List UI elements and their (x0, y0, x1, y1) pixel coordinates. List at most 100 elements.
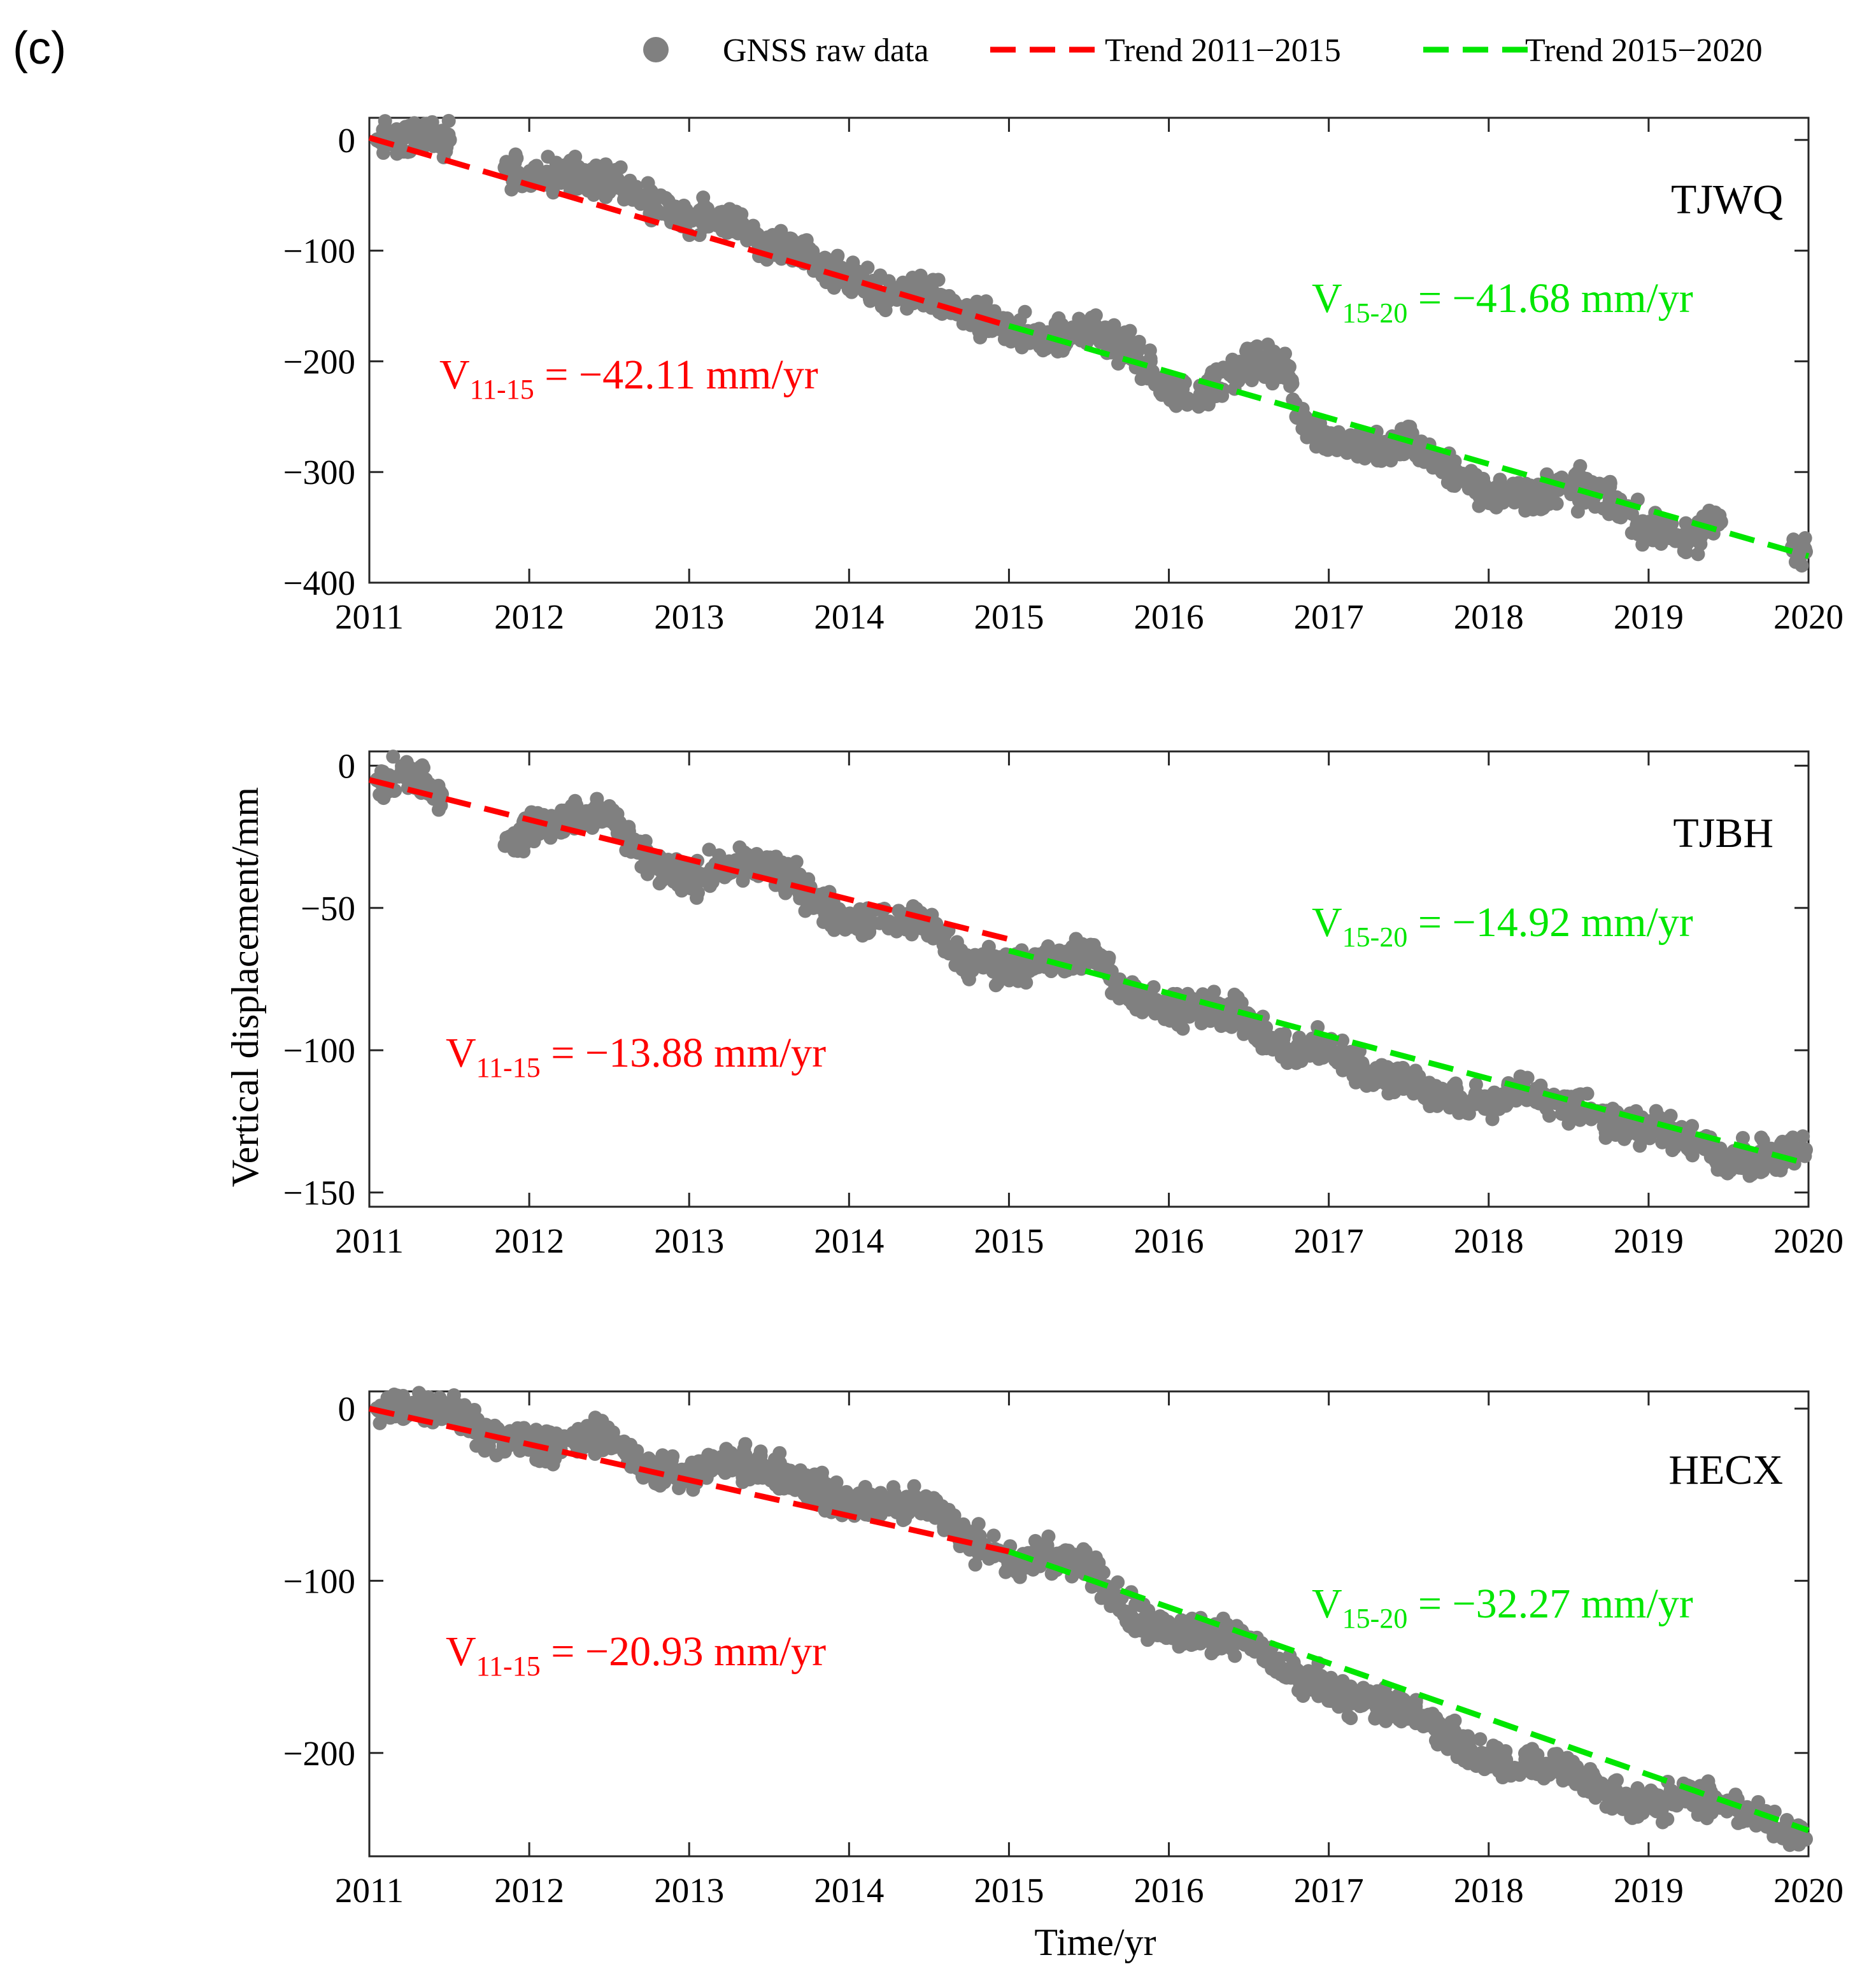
raw-data-point (712, 848, 727, 863)
raw-data-point (802, 899, 817, 914)
raw-data-point (1630, 516, 1645, 531)
raw-data-point (1301, 1664, 1316, 1679)
raw-data-point (660, 1467, 674, 1482)
raw-data-point (1051, 1551, 1066, 1565)
legend-label: GNSS raw data (723, 32, 929, 69)
raw-data-point (1450, 1750, 1465, 1765)
raw-data-point (1684, 532, 1698, 547)
raw-data-point (1292, 1675, 1307, 1690)
raw-data-point (1414, 434, 1429, 449)
raw-data-point (1531, 1761, 1546, 1775)
raw-data-point (1184, 1000, 1199, 1014)
trend-line-2011-2015 (369, 1405, 1010, 1554)
raw-data-point (1015, 959, 1030, 974)
raw-data-point (543, 1425, 557, 1440)
raw-data-point (1368, 1711, 1382, 1726)
raw-data-point (1124, 988, 1139, 1002)
station-label: HECX (1668, 1447, 1783, 1493)
raw-data-point (509, 840, 524, 855)
raw-data-point (1384, 453, 1398, 468)
velocity-2015-2020-label: V15-20 = −32.27 mm/yr (1312, 1581, 1693, 1634)
raw-data-point (822, 257, 837, 272)
x-tick-label: 2013 (654, 1871, 724, 1910)
raw-data-point (1542, 1109, 1557, 1123)
raw-data-point (378, 786, 393, 800)
raw-data-point (622, 1440, 637, 1454)
raw-data-point (1254, 1027, 1269, 1042)
raw-data-point (1340, 446, 1354, 460)
y-tick-label: −100 (283, 1031, 355, 1070)
station-label: TJBH (1673, 810, 1773, 857)
raw-data-point (509, 151, 524, 166)
x-tick-label: 2014 (814, 1871, 884, 1910)
raw-data-point (1461, 1756, 1475, 1770)
raw-data-point (1204, 368, 1218, 383)
raw-data-point (686, 863, 700, 878)
raw-data-point (1446, 1717, 1460, 1732)
raw-data-point (1656, 529, 1671, 543)
raw-data-point (613, 160, 628, 174)
raw-data-point (1086, 939, 1100, 954)
raw-data-point (745, 854, 760, 869)
raw-data-point (948, 958, 963, 972)
raw-data-point (396, 127, 411, 142)
raw-data-point (579, 806, 593, 820)
x-tick-label: 2016 (1134, 1221, 1204, 1260)
raw-data-point (860, 260, 875, 275)
raw-data-point (822, 1480, 837, 1495)
raw-data-point (602, 799, 616, 813)
raw-data-point (1486, 1738, 1500, 1753)
raw-data-point (1796, 1129, 1810, 1144)
raw-data-point (936, 932, 951, 947)
raw-data-point (1406, 1703, 1421, 1718)
raw-data-point (499, 830, 514, 845)
x-tick-label: 2017 (1294, 1871, 1364, 1910)
raw-data-point (569, 175, 584, 190)
raw-data-point (624, 844, 639, 859)
raw-data-point (1239, 359, 1253, 374)
raw-data-point (1442, 1100, 1457, 1115)
raw-data-point (467, 1402, 481, 1417)
raw-data-point (529, 1423, 543, 1437)
raw-data-point (1165, 387, 1179, 402)
raw-data-point (1697, 1142, 1712, 1156)
raw-data-point (1163, 374, 1178, 389)
raw-data-point (1350, 1071, 1365, 1086)
raw-data-point (648, 1476, 663, 1491)
raw-data-point (1549, 1747, 1564, 1761)
raw-data-point (1153, 1609, 1167, 1624)
x-tick-label: 2013 (654, 597, 724, 636)
raw-data-point (446, 1388, 461, 1402)
x-tick-label: 2013 (654, 1221, 724, 1260)
subplot-tjwq: 2011 2012 2013 2014 2015 2016 2017 2018 2019 2020… (283, 113, 1844, 636)
x-tick-label: 2019 (1614, 1871, 1684, 1910)
raw-data-point (1575, 470, 1589, 485)
raw-data-point (504, 164, 519, 178)
raw-data-point (537, 166, 551, 180)
raw-data-point (665, 1453, 679, 1467)
raw-data-point (1728, 1155, 1743, 1169)
raw-data-point (1651, 1788, 1666, 1803)
raw-data-point (937, 1519, 951, 1534)
raw-data-point (905, 275, 920, 290)
raw-data-point (1137, 999, 1152, 1014)
raw-data-point (775, 870, 790, 885)
raw-data-point (870, 1502, 885, 1517)
x-tick-label: 2011 (335, 597, 404, 636)
raw-data-point (1770, 1821, 1784, 1836)
legend-label: Trend 2015−2020 (1525, 32, 1763, 69)
raw-data-point (1344, 1711, 1358, 1726)
trend-line-2015-2020 (1007, 1549, 1810, 1833)
raw-data-point (1797, 1142, 1813, 1158)
plot-frame (368, 750, 1810, 1208)
panel-label: (c) (13, 23, 66, 74)
raw-data-point (1592, 476, 1607, 491)
raw-data-point (1605, 1793, 1620, 1807)
raw-data-point (692, 1454, 706, 1468)
raw-data-point (907, 1479, 921, 1493)
raw-data-point (1546, 1760, 1561, 1775)
raw-data-point (1210, 1009, 1225, 1023)
raw-data-point (1164, 1627, 1179, 1642)
raw-data-point (969, 1528, 984, 1543)
raw-data-point (1618, 1789, 1633, 1803)
